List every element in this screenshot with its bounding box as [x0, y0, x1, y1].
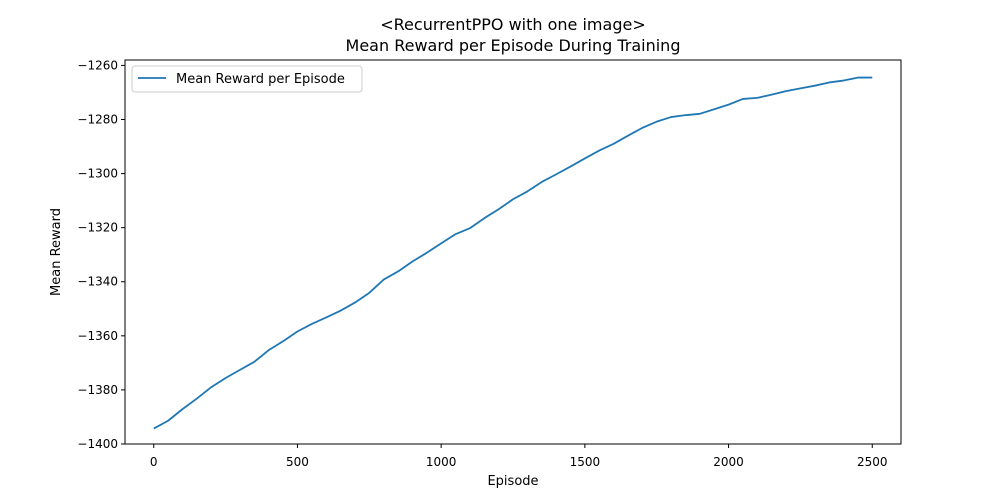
x-axis-ticks: 0 500 1000 1500 2000 2500: [150, 444, 888, 469]
chart-subtitle: Mean Reward per Episode During Training: [345, 36, 681, 55]
x-tick-label: 1500: [570, 455, 601, 469]
plot-frame: [124, 59, 902, 445]
y-tick-label: −1260: [77, 58, 118, 72]
y-axis-label: Mean Reward: [49, 208, 64, 296]
y-axis-ticks: −1400 −1380 −1360 −1340 −1320 −1300 −1280 −1260: [77, 58, 125, 451]
y-tick-label: −1340: [77, 275, 118, 289]
y-tick-label: −1400: [77, 437, 118, 451]
x-tick-label: 0: [150, 455, 158, 469]
x-tick-label: 500: [286, 455, 309, 469]
y-tick-label: −1280: [77, 112, 118, 126]
legend: Mean Reward per Episode: [131, 65, 363, 93]
chart-title-block: <RecurrentPPO with one image> Mean Rewar…: [125, 14, 901, 56]
x-tick-label: 1000: [426, 455, 457, 469]
x-tick-label: 2000: [713, 455, 744, 469]
series-line: [153, 76, 873, 430]
y-tick-label: −1300: [77, 167, 118, 181]
x-axis-label: Episode: [487, 474, 538, 489]
chart-title: <RecurrentPPO with one image>: [380, 15, 646, 34]
legend-frame: [131, 65, 363, 93]
x-tick-label: 2500: [857, 455, 888, 469]
y-tick-label: −1360: [77, 329, 118, 343]
y-tick-label: −1380: [77, 383, 118, 397]
legend-label: Mean Reward per Episode: [176, 72, 345, 87]
series-layer: [153, 76, 873, 430]
y-tick-label: −1320: [77, 221, 118, 235]
